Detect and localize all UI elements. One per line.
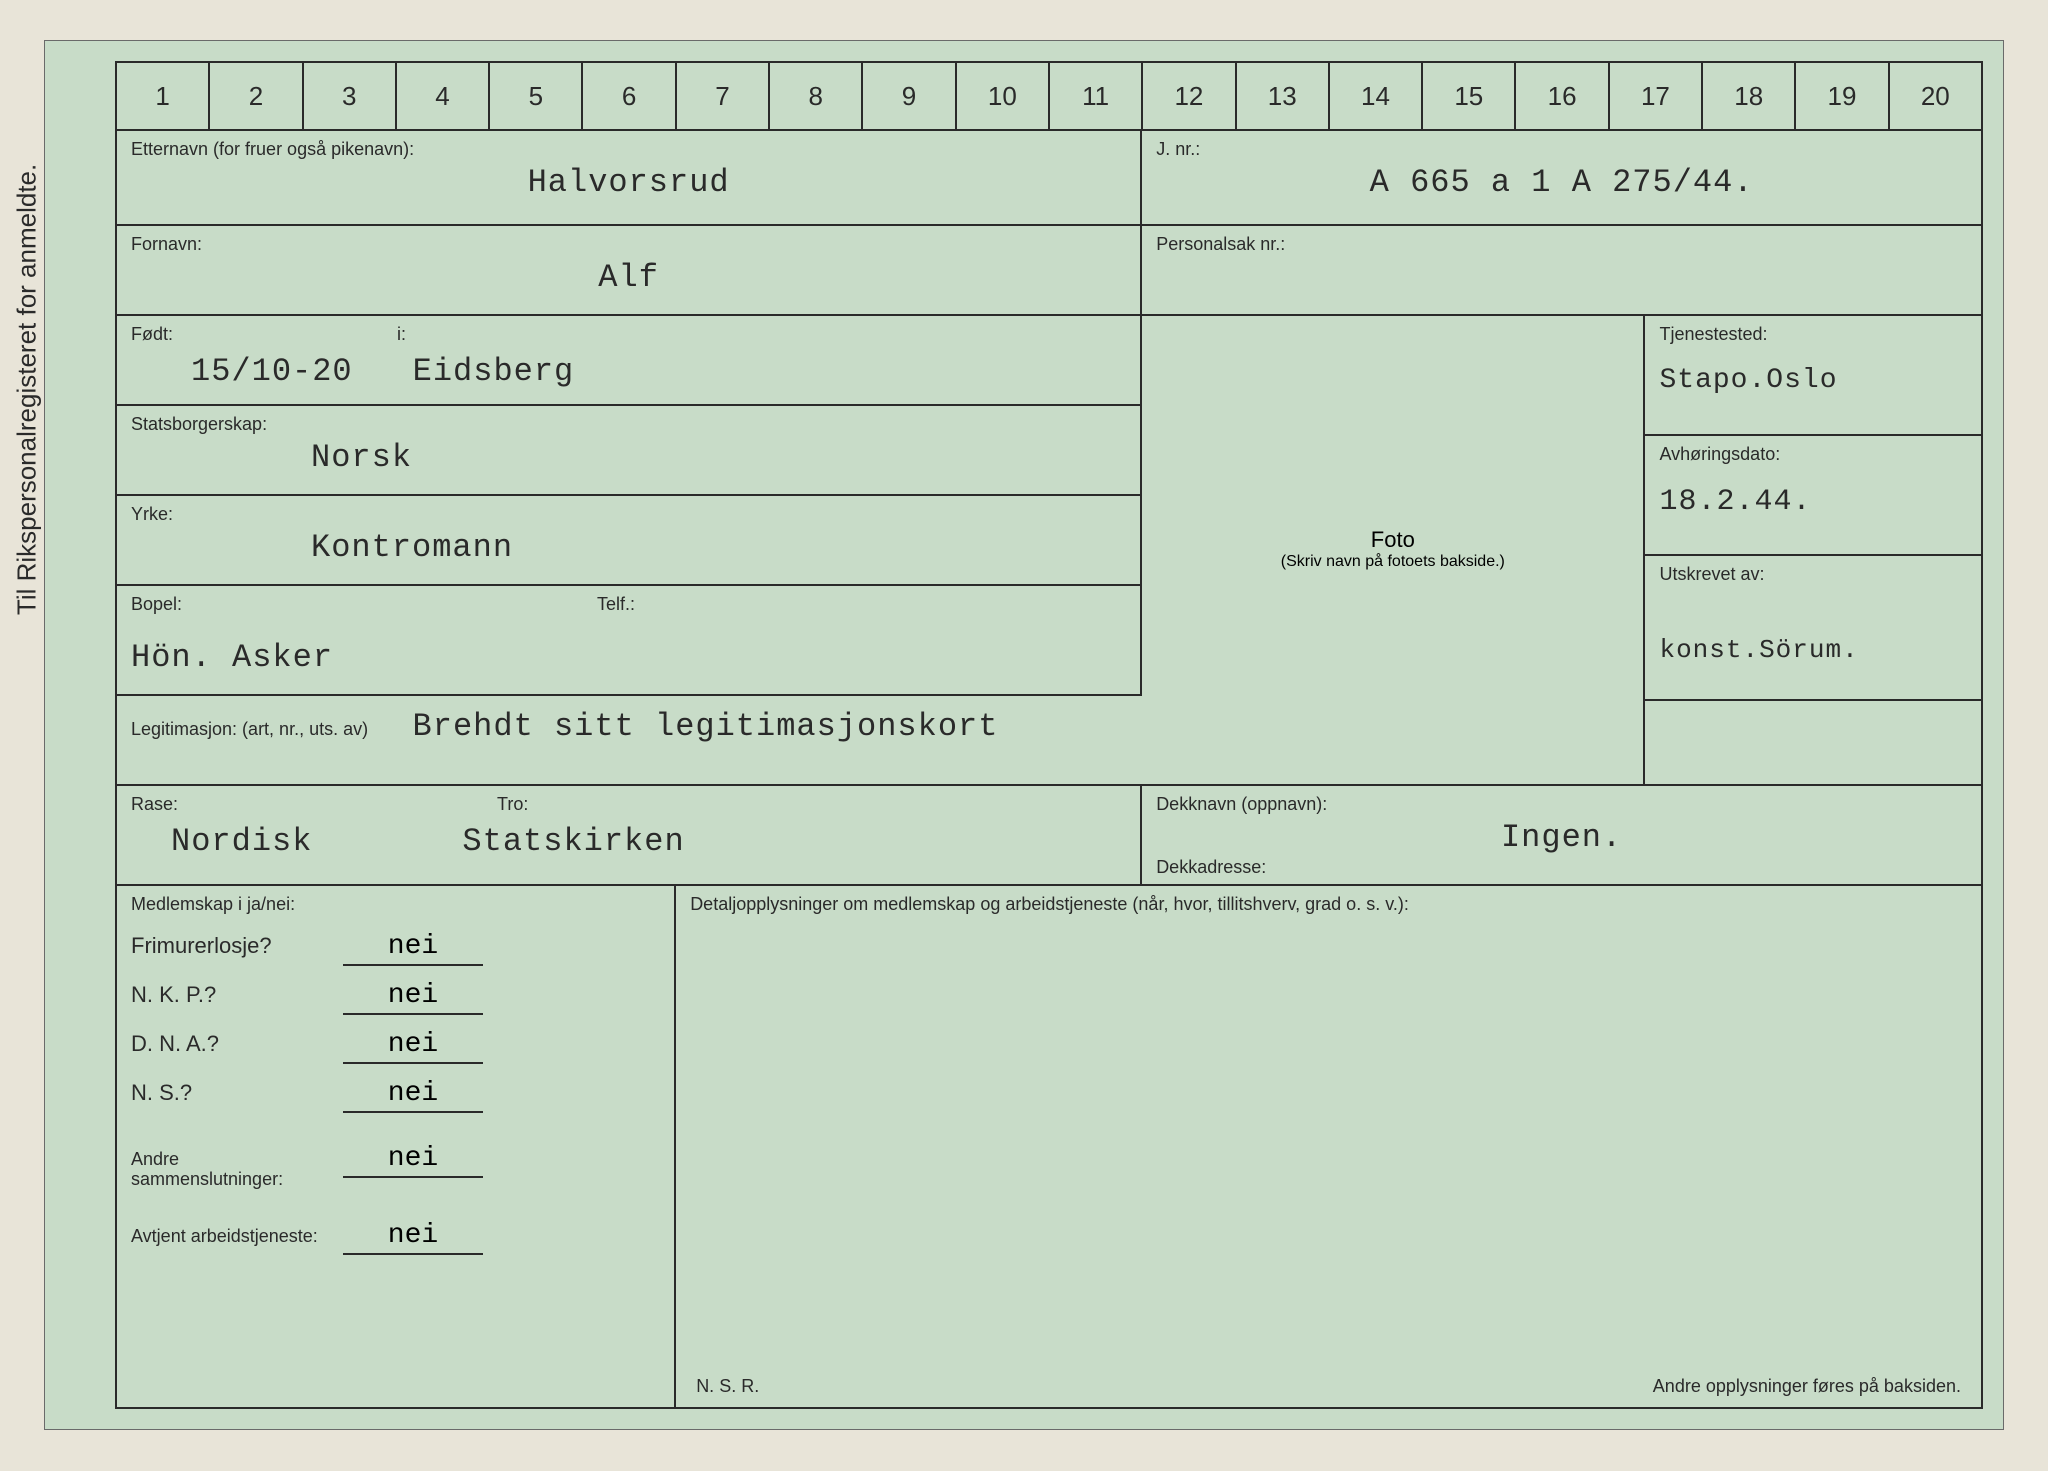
i-label: i: — [397, 324, 406, 345]
tjenestested-label: Tjenestested: — [1659, 324, 1967, 345]
statsborgerskap-value: Norsk — [311, 439, 1126, 476]
membership-row-dna: D. N. A.? nei — [131, 1029, 660, 1064]
dna-label: D. N. A.? — [131, 1031, 331, 1057]
nkp-value: nei — [343, 980, 483, 1015]
ruler-cell: 2 — [210, 63, 303, 129]
nsr-note: N. S. R. — [696, 1376, 759, 1397]
membership-row-arbeid: Avtjent arbeidstjeneste: nei — [131, 1220, 660, 1255]
dna-value: nei — [343, 1029, 483, 1064]
membership-row-ns: N. S.? nei — [131, 1078, 660, 1113]
avhoringsdato-value: 18.2.44. — [1659, 485, 1967, 519]
dekknavn-value: Ingen. — [1156, 819, 1967, 856]
side-title: Til Rikspersonalregisteret for anmeldte. — [12, 164, 43, 615]
etternavn-label: Etternavn (for fruer også pikenavn): — [131, 139, 1126, 160]
ruler-cell: 14 — [1330, 63, 1423, 129]
tjenestested-value: Stapo.Oslo — [1659, 365, 1967, 396]
bopel-value: Hön. Asker — [131, 639, 1126, 676]
main-grid: Etternavn (for fruer også pikenavn): Hal… — [115, 129, 1983, 1409]
tro-label: Tro: — [497, 794, 528, 815]
ruler-cell: 10 — [957, 63, 1050, 129]
ruler-cell: 17 — [1610, 63, 1703, 129]
medlemskap-label: Medlemskap i ja/nei: — [131, 894, 660, 915]
membership-row-frimurer: Frimurerlosje? nei — [131, 931, 660, 966]
jnr-value: A 665 a 1 A 275/44. — [1156, 164, 1967, 201]
nkp-label: N. K. P.? — [131, 982, 331, 1008]
telf-label: Telf.: — [597, 594, 635, 615]
fornavn-label: Fornavn: — [131, 234, 1126, 255]
legitimasjon-cell: Legitimasjon: (art, nr., uts. av) Brehdt… — [117, 696, 1645, 786]
rase-value: Nordisk — [171, 823, 312, 860]
card-inner: 1 2 3 4 5 6 7 8 9 10 11 12 13 14 15 16 1… — [115, 61, 1983, 1409]
utskrevet-value: konst.Sörum. — [1659, 635, 1967, 665]
ruler-cell: 7 — [677, 63, 770, 129]
andre-label: Andre sammenslutninger: — [131, 1150, 331, 1190]
ruler-cell: 8 — [770, 63, 863, 129]
legitimasjon-value: Brehdt sitt legitimasjonskort — [413, 708, 999, 745]
utskrevet-label: Utskrevet av: — [1659, 564, 1967, 585]
ruler-row: 1 2 3 4 5 6 7 8 9 10 11 12 13 14 15 16 1… — [115, 61, 1983, 129]
arbeid-label: Avtjent arbeidstjeneste: — [131, 1227, 331, 1247]
yrke-cell: Yrke: Kontromann — [117, 496, 1142, 586]
ruler-cell: 5 — [490, 63, 583, 129]
fodt-value: 15/10-20 — [191, 353, 353, 390]
avhoringsdato-cell: Avhøringsdato: 18.2.44. — [1645, 436, 1981, 556]
fornavn-value: Alf — [131, 259, 1126, 296]
fodt-cell: Født: i: 15/10-20 Eidsberg — [117, 316, 1142, 406]
ruler-cell: 6 — [583, 63, 676, 129]
bopel-label: Bopel: — [131, 594, 182, 615]
etternavn-value: Halvorsrud — [131, 164, 1126, 201]
medlemskap-cell: Medlemskap i ja/nei: Frimurerlosje? nei … — [117, 886, 676, 1407]
ruler-cell: 4 — [397, 63, 490, 129]
dekkadresse-label: Dekkadresse: — [1156, 857, 1266, 878]
detaljopplysninger-cell: Detaljopplysninger om medlemskap og arbe… — [676, 886, 1981, 1407]
ruler-cell: 19 — [1796, 63, 1889, 129]
rase-label: Rase: — [131, 794, 178, 815]
fodt-label: Født: — [131, 324, 173, 345]
statsborgerskap-label: Statsborgerskap: — [131, 414, 1126, 435]
empty-cell-1 — [1645, 701, 1981, 786]
personalsak-cell: Personalsak nr.: — [1142, 226, 1981, 316]
ruler-cell: 13 — [1237, 63, 1330, 129]
ruler-cell: 12 — [1143, 63, 1236, 129]
ruler-cell: 16 — [1516, 63, 1609, 129]
jnr-cell: J. nr.: A 665 a 1 A 275/44. — [1142, 131, 1981, 226]
membership-row-andre: Andre sammenslutninger: nei — [131, 1143, 660, 1190]
etternavn-cell: Etternavn (for fruer også pikenavn): Hal… — [117, 131, 1142, 226]
personalsak-label: Personalsak nr.: — [1156, 234, 1967, 255]
ruler-cell: 20 — [1890, 63, 1981, 129]
arbeid-value: nei — [343, 1220, 483, 1255]
ns-value: nei — [343, 1078, 483, 1113]
andre-opplysninger-note: Andre opplysninger føres på baksiden. — [1653, 1376, 1961, 1397]
ruler-cell: 9 — [863, 63, 956, 129]
rase-tro-cell: Rase: Tro: Nordisk Statskirken — [117, 786, 1142, 886]
avhoringsdato-label: Avhøringsdato: — [1659, 444, 1967, 465]
legitimasjon-label: Legitimasjon: (art, nr., uts. av) — [131, 719, 368, 740]
statsborgerskap-cell: Statsborgerskap: Norsk — [117, 406, 1142, 496]
ruler-cell: 3 — [304, 63, 397, 129]
ruler-cell: 15 — [1423, 63, 1516, 129]
foto-sublabel: (Skriv navn på fotoets bakside.) — [1281, 553, 1505, 571]
yrke-value: Kontromann — [311, 529, 1126, 566]
tro-value: Statskirken — [462, 823, 684, 860]
andre-value: nei — [343, 1143, 483, 1178]
ruler-cell: 1 — [117, 63, 210, 129]
dekknavn-label: Dekknavn (oppnavn): — [1156, 794, 1967, 815]
jnr-label: J. nr.: — [1156, 139, 1967, 160]
frimurer-value: nei — [343, 931, 483, 966]
utskrevet-cell: Utskrevet av: konst.Sörum. — [1645, 556, 1981, 701]
fornavn-cell: Fornavn: Alf — [117, 226, 1142, 316]
registration-card: Til Rikspersonalregisteret for anmeldte.… — [44, 40, 2004, 1430]
fodt-i-value: Eidsberg — [413, 353, 575, 390]
ns-label: N. S.? — [131, 1080, 331, 1106]
tjenestested-cell: Tjenestested: Stapo.Oslo — [1645, 316, 1981, 436]
ruler-cell: 18 — [1703, 63, 1796, 129]
yrke-label: Yrke: — [131, 504, 1126, 525]
membership-row-nkp: N. K. P.? nei — [131, 980, 660, 1015]
detaljopplysninger-label: Detaljopplysninger om medlemskap og arbe… — [690, 894, 1967, 915]
foto-label: Foto — [1371, 527, 1415, 553]
frimurer-label: Frimurerlosje? — [131, 933, 331, 959]
ruler-cell: 11 — [1050, 63, 1143, 129]
dekknavn-cell: Dekknavn (oppnavn): Ingen. Dekkadresse: — [1142, 786, 1981, 886]
bopel-cell: Bopel: Telf.: Hön. Asker — [117, 586, 1142, 696]
